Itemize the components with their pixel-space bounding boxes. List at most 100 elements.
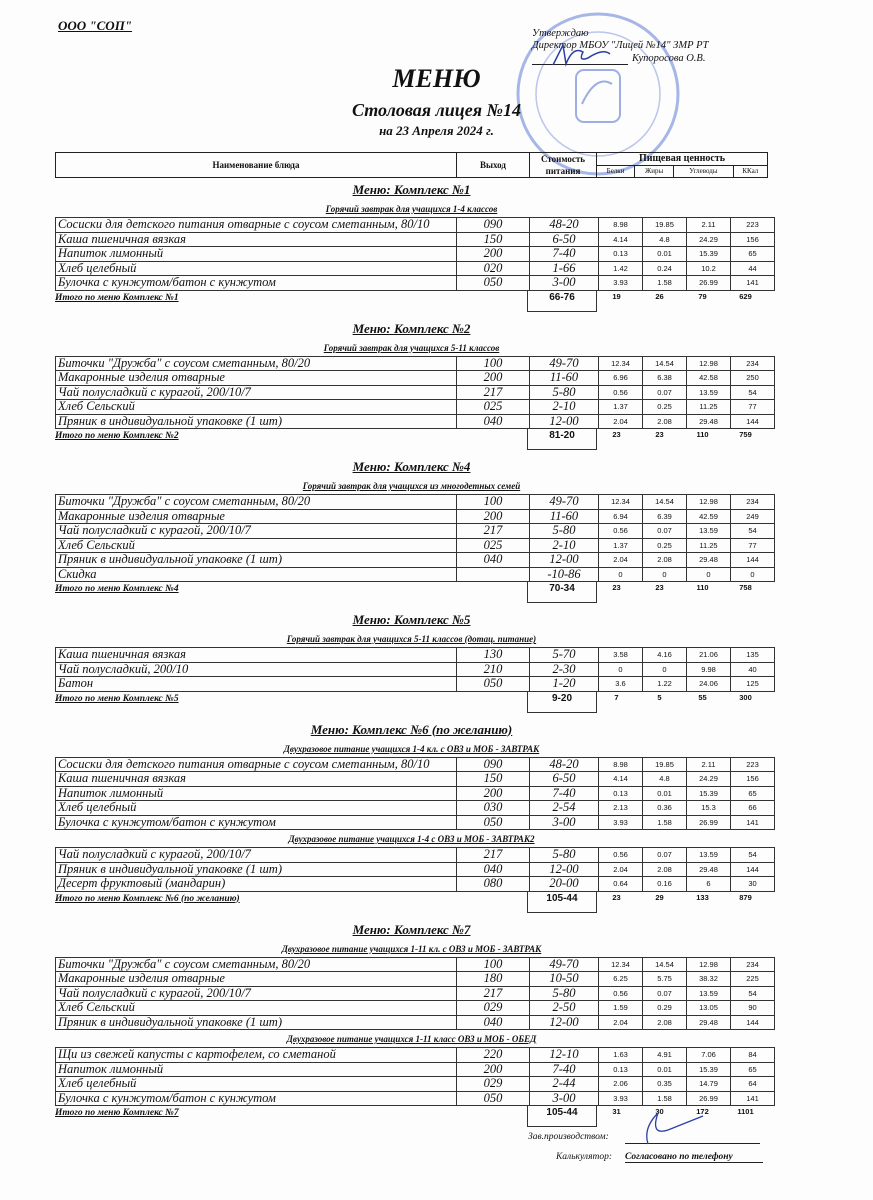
dish-cost: 5-80 (529, 523, 599, 539)
dish-kcal: 249 (730, 508, 775, 524)
dish-fat: 0.29 (642, 1000, 687, 1016)
total-fat: 23 (655, 583, 664, 592)
dish-output: 150 (456, 771, 530, 787)
dish-protein: 0.64 (598, 876, 643, 892)
dish-cost: 10-50 (529, 971, 599, 987)
dish-name: Каша пшеничная вязкая (55, 231, 457, 247)
dish-cost: 2-54 (529, 800, 599, 816)
dish-carbs: 21.06 (686, 647, 731, 663)
table-row: Пряник в индивидуальной упаковке (1 шт) 0… (55, 413, 775, 429)
dish-kcal: 156 (730, 231, 775, 247)
header-output: Выход (456, 152, 530, 178)
dish-fat: 0.01 (642, 246, 687, 262)
dish-fat: 0 (642, 566, 687, 582)
dish-kcal: 144 (730, 1014, 775, 1030)
dish-output: 200 (456, 508, 530, 524)
dish-kcal: 65 (730, 246, 775, 262)
dish-output: 100 (456, 494, 530, 510)
dish-output (456, 566, 530, 582)
dish-protein: 3.58 (598, 647, 643, 663)
page-subtitle: Столовая лицея №14 (352, 100, 521, 120)
dish-fat: 1.22 (642, 676, 687, 692)
dish-cost: 5-70 (529, 647, 599, 663)
dish-kcal: 156 (730, 771, 775, 787)
dish-output: 220 (456, 1047, 530, 1063)
dish-carbs: 0 (686, 566, 731, 582)
calculator-value: Согласовано по телефону (625, 1152, 763, 1163)
dish-name: Булочка с кунжутом/батон с кунжутом (55, 275, 457, 291)
dish-cost: 2-10 (529, 537, 599, 553)
dish-kcal: 54 (730, 985, 775, 1001)
dish-name: Пряник в индивидуальной упаковке (1 шт) (55, 1014, 457, 1030)
dish-carbs: 13.59 (686, 985, 731, 1001)
total-carbs: 55 (698, 692, 707, 702)
total-fat: 29 (655, 892, 664, 902)
dish-name: Батон (55, 676, 457, 692)
dish-kcal: 141 (730, 814, 775, 830)
total-fat: 30 (655, 1107, 664, 1116)
table-row: Щи из свежей капусты с картофелем, со см… (55, 1047, 775, 1063)
dish-carbs: 9.98 (686, 661, 731, 677)
dish-output: 040 (456, 552, 530, 568)
dish-protein: 2.04 (598, 552, 643, 568)
dish-output: 080 (456, 876, 530, 892)
organization-name: ООО "СОП" (58, 18, 133, 33)
total-label: Итого по меню Комплекс №1 (55, 292, 179, 303)
header-name: Наименование блюда (55, 152, 457, 178)
total-label: Итого по меню Комплекс №4 (55, 584, 179, 594)
dish-fat: 2.08 (642, 413, 687, 429)
dish-cost: 7-40 (529, 785, 599, 801)
dish-kcal: 44 (730, 260, 775, 276)
dish-name: Пряник в индивидуальной упаковке (1 шт) (55, 861, 457, 877)
dish-protein: 6.94 (598, 508, 643, 524)
dish-name: Чай полусладкий с курагой, 200/10/7 (55, 847, 457, 863)
dish-fat: 1.58 (642, 275, 687, 291)
dish-cost: 48-20 (529, 217, 599, 233)
dish-carbs: 12.98 (686, 494, 731, 510)
dish-fat: 0 (642, 661, 687, 677)
dish-carbs: 11.25 (686, 537, 731, 553)
total-label: Итого по меню Комплекс №2 (55, 431, 179, 441)
total-carbs: 133 (696, 892, 709, 902)
dish-protein: 0.56 (598, 384, 643, 400)
dish-kcal: 144 (730, 861, 775, 877)
table-row: Биточки "Дружба" с соусом сметанным, 80/… (55, 494, 775, 510)
dish-name: Чай полусладкий с курагой, 200/10/7 (55, 384, 457, 400)
director-signature (552, 42, 611, 67)
dish-protein: 3.6 (598, 676, 643, 692)
total-label: Итого по меню Комплекс №6 (по желанию) (55, 893, 240, 904)
dish-carbs: 10.2 (686, 260, 731, 276)
group-title: Двухразовое питание учащихся 1-11 кл. с … (281, 943, 542, 954)
dish-kcal: 223 (730, 756, 775, 772)
table-row: Макаронные изделия отварные 180 10-50 6.25 5… (55, 971, 775, 987)
dish-output: 200 (456, 246, 530, 262)
dish-output: 200 (456, 1061, 530, 1077)
table-row: Напиток лимонный 200 7-40 0.13 0.01 15.39 65 (55, 246, 775, 262)
dish-output: 050 (456, 275, 530, 291)
approval-line-1: Утверждаю (532, 28, 589, 39)
menu-date: на 23 Апреля 2024 г. (379, 123, 494, 138)
table-row: Хлеб Сельский 025 2-10 1.37 0.25 11.25 77 (55, 399, 775, 415)
table-row: Сосиски для детского питания отварные с … (55, 217, 775, 233)
dish-name: Чай полусладкий с курагой, 200/10/7 (55, 985, 457, 1001)
production-signature-line (625, 1143, 760, 1144)
section-title: Меню: Комплекс №2 (352, 320, 471, 336)
total-carbs: 110 (696, 430, 709, 439)
dish-output: 217 (456, 847, 530, 863)
table-row: Каша пшеничная вязкая 150 6-50 4.14 4.8 24.29… (55, 231, 775, 247)
section-title: Меню: Комплекс №5 (352, 612, 471, 627)
dish-protein: 12.34 (598, 494, 643, 510)
dish-carbs: 2.11 (686, 756, 731, 772)
dish-protein: 8.98 (598, 217, 643, 233)
dish-cost: 7-40 (529, 1061, 599, 1077)
table-row: Напиток лимонный 200 7-40 0.13 0.01 15.39 65 (55, 1061, 775, 1077)
group-title: Двухразовое питание учащихся 1-4 кл. с О… (283, 743, 540, 754)
total-protein: 19 (612, 291, 621, 301)
dish-kcal: 65 (730, 1061, 775, 1077)
dish-protein: 12.34 (598, 355, 643, 371)
dish-kcal: 144 (730, 552, 775, 568)
dish-carbs: 38.32 (686, 971, 731, 987)
dish-protein: 6.25 (598, 971, 643, 987)
dish-protein: 0.56 (598, 985, 643, 1001)
